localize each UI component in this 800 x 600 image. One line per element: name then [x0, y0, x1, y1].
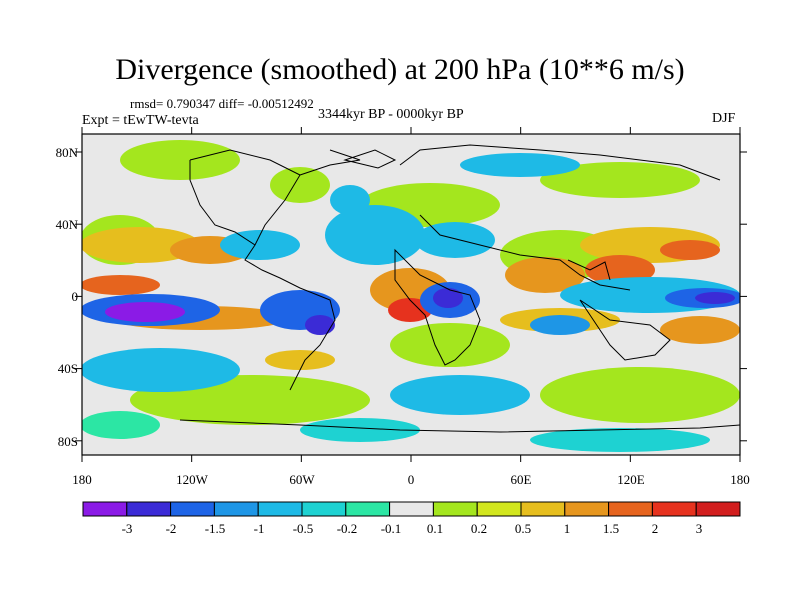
- colorbar-label: 3: [695, 521, 703, 536]
- colorbar-label: 2: [651, 521, 659, 536]
- colorbar-label: 0.5: [514, 521, 532, 536]
- lon-label-180w: 180: [72, 472, 92, 487]
- colorbar-label: -2: [165, 521, 177, 536]
- lat-label-40s: 40S: [57, 361, 78, 376]
- lon-label-60w: 60W: [289, 472, 315, 487]
- lat-label-40n: 40N: [55, 217, 78, 232]
- colorbar-label: 0.1: [426, 521, 444, 536]
- colorbar-swatch: [82, 501, 128, 517]
- axis-ticks: [75, 127, 747, 462]
- colorbar-label: -0.1: [380, 521, 402, 536]
- colorbar-swatch: [126, 501, 172, 517]
- season-label: DJF: [712, 111, 736, 126]
- experiment-label: Expt = tEwTW-tevta: [82, 113, 199, 128]
- colorbar-swatch: [389, 501, 434, 517]
- colorbar-label: 1: [563, 521, 571, 536]
- colorbar-swatch: [476, 501, 522, 517]
- colorbar-swatch: [564, 501, 610, 517]
- lat-label-80n: 80N: [55, 145, 78, 160]
- lat-label-80s: 80S: [57, 434, 78, 449]
- lon-label-120w: 120W: [176, 472, 208, 487]
- colorbar-swatch: [520, 501, 566, 517]
- colorbar-label: -0.5: [292, 521, 314, 536]
- colorbar-swatch: [432, 501, 478, 517]
- periods-line: 3344kyr BP - 0000kyr BP: [318, 107, 464, 122]
- colorbar-swatch: [695, 501, 741, 517]
- stats-line: rmsd= 0.790347 diff= -0.00512492: [130, 96, 314, 111]
- colorbar-label: -3: [121, 521, 133, 536]
- lon-label-120e: 120E: [617, 472, 645, 487]
- colorbar-label: -1: [253, 521, 265, 536]
- colorbar-label: 0.2: [470, 521, 488, 536]
- colorbar-swatch: [608, 501, 653, 517]
- colorbar: [82, 501, 741, 517]
- lon-label-0: 0: [407, 472, 415, 487]
- colorbar-swatch: [170, 501, 215, 517]
- colorbar-swatch: [213, 501, 259, 517]
- map-title: Divergence (smoothed) at 200 hPa (10**6 …: [115, 53, 685, 86]
- coastlines: [179, 144, 740, 433]
- colorbar-label: -1.5: [204, 521, 226, 536]
- lon-label-60e: 60E: [510, 472, 532, 487]
- colorbar-swatch: [257, 501, 303, 517]
- divergence-fields: [82, 140, 740, 452]
- colorbar-swatch: [301, 501, 347, 517]
- lon-label-180e: 180: [730, 472, 750, 487]
- colorbar-label: -0.2: [336, 521, 358, 536]
- lat-label-0: 0: [71, 289, 79, 304]
- colorbar-swatch: [345, 501, 391, 517]
- colorbar-swatch: [651, 501, 697, 517]
- colorbar-label: 1.5: [602, 521, 620, 536]
